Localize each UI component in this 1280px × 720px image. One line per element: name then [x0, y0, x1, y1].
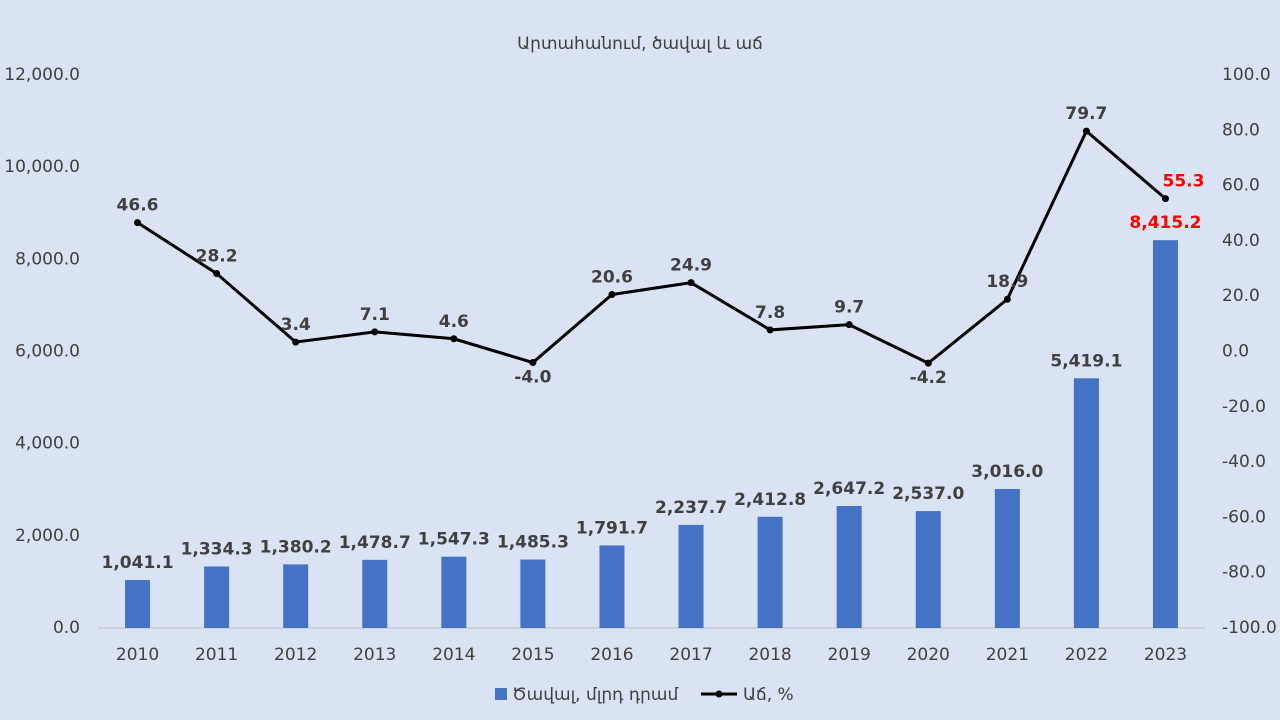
y2-tick-label: 20.0	[1222, 286, 1260, 306]
line-value-label: 46.6	[117, 196, 159, 216]
bar	[678, 524, 704, 628]
line-point	[529, 359, 537, 367]
bar-value-label: 2,537.0	[892, 484, 964, 504]
line-value-label: 4.6	[439, 312, 469, 332]
y2-tick-label: -80.0	[1222, 563, 1266, 583]
bar	[204, 566, 230, 628]
line-value-label: -4.2	[910, 368, 947, 388]
y-tick-label: 12,000.0	[4, 65, 80, 85]
y2-tick-label: -20.0	[1222, 397, 1266, 417]
bar	[757, 516, 783, 628]
bar	[836, 506, 862, 628]
y2-tick-label: -40.0	[1222, 452, 1266, 472]
line-point	[292, 338, 300, 346]
bar-value-label: 2,647.2	[813, 479, 885, 499]
line-value-label: 28.2	[196, 247, 238, 267]
x-tick-label: 2015	[511, 645, 554, 665]
y2-tick-label: 60.0	[1222, 176, 1260, 196]
x-tick-label: 2023	[1144, 645, 1187, 665]
line-point	[213, 270, 221, 278]
legend-label: Աճ, %	[743, 685, 794, 705]
line-value-label: 55.3	[1162, 172, 1204, 192]
x-tick-label: 2018	[748, 645, 791, 665]
line-value-label: 20.6	[591, 268, 633, 288]
line-point	[371, 328, 379, 336]
x-tick-label: 2019	[828, 645, 871, 665]
line-value-label: 3.4	[281, 315, 311, 335]
x-tick-label: 2013	[353, 645, 396, 665]
x-tick-label: 2014	[432, 645, 475, 665]
chart-title: Արտահանում, ծավալ և աճ	[517, 34, 763, 54]
line-value-label: 79.7	[1065, 104, 1107, 124]
line-point	[845, 321, 853, 329]
y2-tick-label: 40.0	[1222, 231, 1260, 251]
line-value-label: 7.1	[360, 305, 390, 325]
line-point	[608, 291, 616, 299]
x-tick-label: 2021	[986, 645, 1029, 665]
line-point	[924, 359, 932, 367]
bar	[994, 489, 1020, 628]
bar	[362, 559, 388, 628]
bar-value-label: 2,237.7	[655, 498, 727, 518]
x-tick-label: 2017	[669, 645, 712, 665]
y-tick-label: 0.0	[53, 618, 80, 638]
bar	[599, 545, 625, 628]
y2-tick-label: 80.0	[1222, 120, 1260, 140]
bar-value-label: 2,412.8	[734, 490, 806, 510]
bar-value-label: 5,419.1	[1050, 351, 1122, 371]
line-value-label: -4.0	[514, 368, 551, 388]
x-tick-label: 2010	[116, 645, 159, 665]
line-value-label: 9.7	[834, 298, 864, 318]
line-point	[1161, 195, 1169, 203]
y-tick-label: 6,000.0	[15, 342, 80, 362]
line-value-label: 18.9	[986, 272, 1028, 292]
x-tick-label: 2020	[907, 645, 950, 665]
x-tick-label: 2011	[195, 645, 238, 665]
legend-swatch	[715, 690, 723, 698]
bar-value-label: 1,380.2	[260, 537, 332, 557]
y-tick-label: 10,000.0	[4, 157, 80, 177]
x-tick-label: 2012	[274, 645, 317, 665]
bar-value-label: 1,485.3	[497, 533, 569, 553]
line-point	[766, 326, 774, 334]
line-point	[1082, 127, 1090, 135]
bar-value-label: 1,478.7	[339, 533, 411, 553]
line-point	[134, 219, 142, 227]
x-tick-label: 2022	[1065, 645, 1108, 665]
y-tick-label: 2,000.0	[15, 526, 80, 546]
bar-value-label: 8,415.2	[1129, 213, 1201, 233]
bar	[441, 556, 467, 628]
bar	[520, 559, 546, 628]
bar-value-label: 1,041.1	[102, 553, 174, 573]
line-point	[687, 279, 695, 287]
y2-tick-label: 100.0	[1222, 65, 1271, 85]
y2-tick-label: -60.0	[1222, 507, 1266, 527]
y2-tick-label: -100.0	[1222, 618, 1277, 638]
line-value-label: 24.9	[670, 256, 712, 276]
line-point	[1003, 295, 1011, 303]
bar-value-label: 1,547.3	[418, 530, 490, 550]
legend-swatch	[495, 688, 507, 700]
line	[136, 128, 1167, 365]
bar	[283, 564, 309, 628]
bar	[1073, 378, 1099, 628]
y-tick-label: 8,000.0	[15, 249, 80, 269]
bar-value-label: 3,016.0	[971, 462, 1043, 482]
x-tick-label: 2016	[590, 645, 633, 665]
legend-label: Ծավալ, մլրդ դրամ	[512, 685, 678, 705]
bar	[1152, 240, 1178, 629]
bar	[125, 580, 151, 628]
bar-value-label: 1,791.7	[576, 518, 648, 538]
y-tick-label: 4,000.0	[15, 434, 80, 454]
line-point	[450, 335, 458, 343]
y2-tick-label: 0.0	[1222, 342, 1249, 362]
line-value-label: 7.8	[755, 303, 785, 323]
bar	[915, 511, 941, 628]
bar-value-label: 1,334.3	[181, 540, 253, 560]
